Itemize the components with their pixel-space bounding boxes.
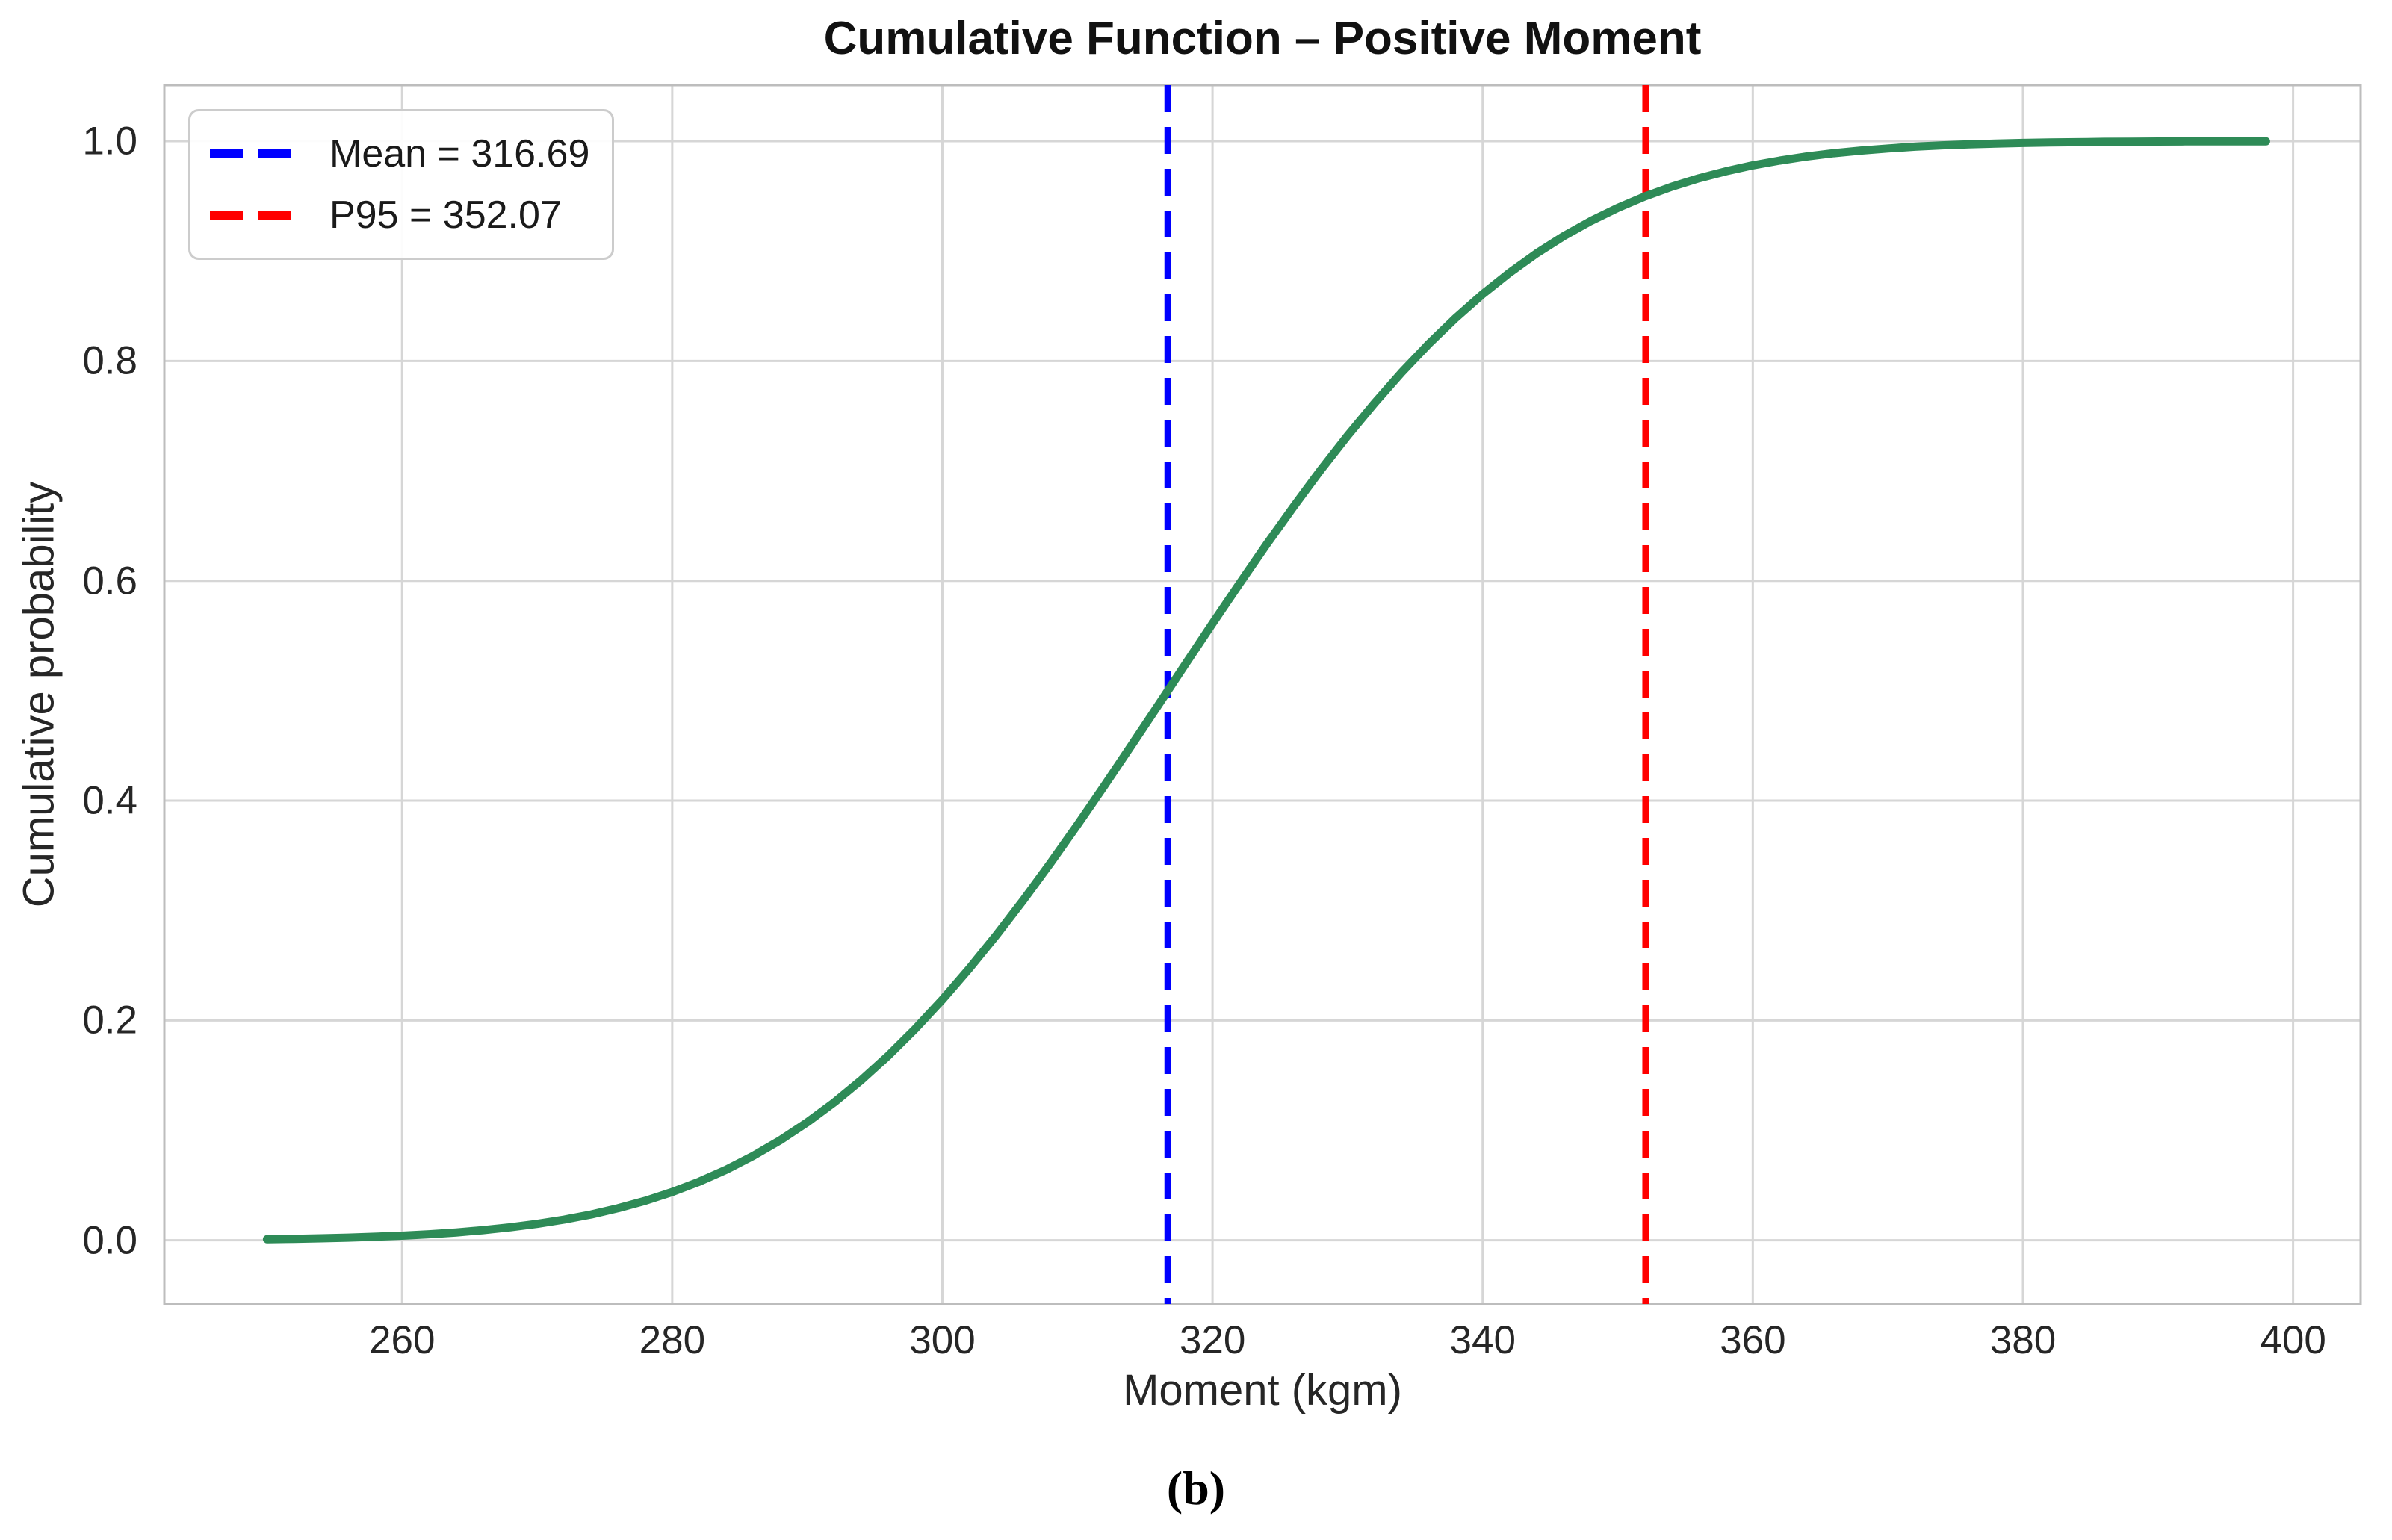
y-tick-label: 0.2 bbox=[82, 998, 137, 1043]
x-tick-label: 400 bbox=[2260, 1318, 2326, 1362]
chart-title: Cumulative Function – Positive Moment bbox=[823, 13, 1702, 64]
legend: Mean = 316.69 P95 = 352.07 bbox=[188, 109, 614, 260]
p95-dashed-line-sample bbox=[210, 210, 306, 220]
x-axis-label: Moment (kgm) bbox=[1123, 1366, 1402, 1415]
x-tick-label: 360 bbox=[1720, 1318, 1786, 1362]
x-tick-label: 260 bbox=[369, 1318, 436, 1362]
x-tick-label: 340 bbox=[1449, 1318, 1516, 1362]
x-tick-label: 300 bbox=[909, 1318, 976, 1362]
x-tick-label: 280 bbox=[639, 1318, 706, 1362]
legend-label-p95: P95 = 352.07 bbox=[329, 193, 562, 237]
y-tick-label: 0.6 bbox=[82, 559, 137, 603]
plot-border bbox=[163, 84, 2362, 1305]
x-tick-label: 320 bbox=[1179, 1318, 1246, 1362]
y-tick-label: 0.0 bbox=[82, 1218, 137, 1263]
mean-dashed-line-sample bbox=[210, 149, 306, 159]
legend-item-mean: Mean = 316.69 bbox=[208, 131, 594, 176]
subfigure-caption: (b) bbox=[1166, 1462, 1226, 1515]
x-tick-label: 380 bbox=[1989, 1318, 2057, 1362]
y-tick-label: 0.8 bbox=[82, 338, 137, 383]
legend-item-p95: P95 = 352.07 bbox=[208, 193, 594, 237]
y-tick-label: 1.0 bbox=[82, 119, 137, 164]
cumulative-probability-cdf-curve bbox=[262, 137, 2270, 1244]
y-axis-label: Cumulative probability bbox=[14, 481, 63, 908]
legend-label-mean: Mean = 316.69 bbox=[329, 132, 590, 176]
y-tick-label: 0.4 bbox=[82, 778, 137, 823]
